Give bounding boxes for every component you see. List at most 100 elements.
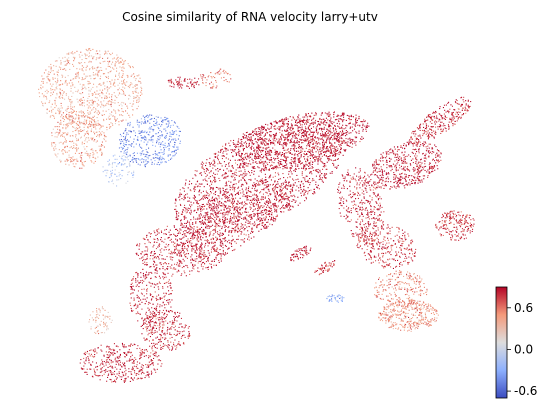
scatter-point [183, 251, 185, 253]
scatter-point [73, 60, 75, 62]
scatter-point [99, 56, 101, 58]
scatter-point [239, 165, 241, 167]
scatter-point [261, 223, 263, 225]
scatter-point [306, 132, 308, 134]
scatter-point [97, 156, 99, 158]
scatter-point [303, 118, 305, 120]
scatter-point [53, 142, 55, 144]
scatter-point [277, 205, 279, 207]
scatter-point [294, 156, 296, 158]
scatter-point [275, 165, 277, 167]
scatter-point [246, 203, 248, 205]
scatter-point [83, 165, 85, 167]
scatter-point [133, 152, 135, 154]
scatter-point [133, 96, 135, 98]
scatter-point [312, 154, 314, 156]
scatter-point [72, 117, 74, 119]
scatter-point [185, 242, 187, 244]
scatter-point [206, 183, 208, 185]
scatter-point [169, 131, 171, 133]
scatter-point [241, 152, 243, 154]
scatter-point [297, 147, 299, 149]
scatter-point [61, 117, 63, 119]
scatter-point [287, 127, 289, 129]
scatter-point [240, 202, 242, 204]
scatter-point [255, 225, 257, 227]
scatter-point [137, 105, 139, 107]
scatter-point [148, 128, 150, 130]
scatter-point [217, 225, 219, 227]
scatter-point [216, 205, 218, 207]
scatter-point [285, 117, 287, 119]
scatter-point [343, 128, 345, 130]
scatter-point [246, 131, 248, 133]
scatter-point [270, 134, 272, 136]
scatter-point [262, 222, 264, 224]
scatter-point [275, 120, 277, 122]
scatter-point [325, 150, 327, 152]
scatter-point [301, 162, 303, 164]
scatter-point [231, 200, 233, 202]
scatter-point [244, 134, 246, 136]
scatter-point [137, 101, 139, 103]
scatter-point [114, 116, 116, 118]
scatter-point [251, 166, 253, 168]
scatter-point [302, 183, 304, 185]
scatter-point [280, 136, 282, 138]
scatter-point [56, 60, 58, 62]
scatter-point [234, 179, 236, 181]
scatter-point [195, 175, 197, 177]
scatter-point [161, 135, 163, 137]
scatter-point [333, 154, 335, 156]
scatter-point [289, 152, 291, 154]
scatter-point [205, 180, 207, 182]
scatter-point [52, 114, 54, 116]
scatter-point [276, 155, 278, 157]
scatter-point [234, 149, 236, 151]
scatter-point [76, 50, 78, 52]
scatter-point [73, 147, 75, 149]
scatter-point [112, 67, 114, 69]
scatter-point [293, 141, 295, 143]
scatter-point [118, 179, 120, 181]
scatter-point [128, 94, 130, 96]
scatter-point [112, 84, 114, 86]
scatter-point [109, 118, 111, 120]
scatter-point [66, 83, 68, 85]
scatter-point [307, 121, 309, 123]
scatter-point [91, 124, 93, 126]
scatter-point [200, 259, 202, 261]
scatter-point [257, 181, 259, 183]
scatter-point [221, 212, 223, 214]
scatter-point [279, 126, 281, 128]
scatter-point [214, 198, 216, 200]
scatter-point [176, 214, 178, 216]
scatter-point [146, 143, 148, 145]
scatter-point [237, 187, 239, 189]
scatter-point [291, 200, 293, 202]
scatter-point [309, 148, 311, 150]
scatter-point [299, 131, 301, 133]
scatter-point [92, 154, 94, 156]
scatter-point [210, 217, 212, 219]
scatter-point [257, 133, 259, 135]
scatter-point [327, 136, 329, 138]
scatter-point [144, 130, 146, 132]
scatter-point [108, 87, 110, 89]
scatter-point [334, 134, 336, 136]
scatter-point [248, 239, 250, 241]
scatter-point [98, 71, 100, 73]
scatter-point [204, 218, 206, 220]
scatter-point [185, 194, 187, 196]
scatter-point [81, 68, 83, 70]
scatter-point [186, 209, 188, 211]
scatter-point [98, 83, 100, 85]
scatter-point [59, 130, 61, 132]
scatter-point [322, 146, 324, 148]
scatter-point [114, 123, 116, 125]
scatter-point [182, 209, 184, 211]
scatter-point [311, 136, 313, 138]
scatter-point [231, 193, 233, 195]
scatter-point [61, 150, 63, 152]
scatter-point [242, 147, 244, 149]
